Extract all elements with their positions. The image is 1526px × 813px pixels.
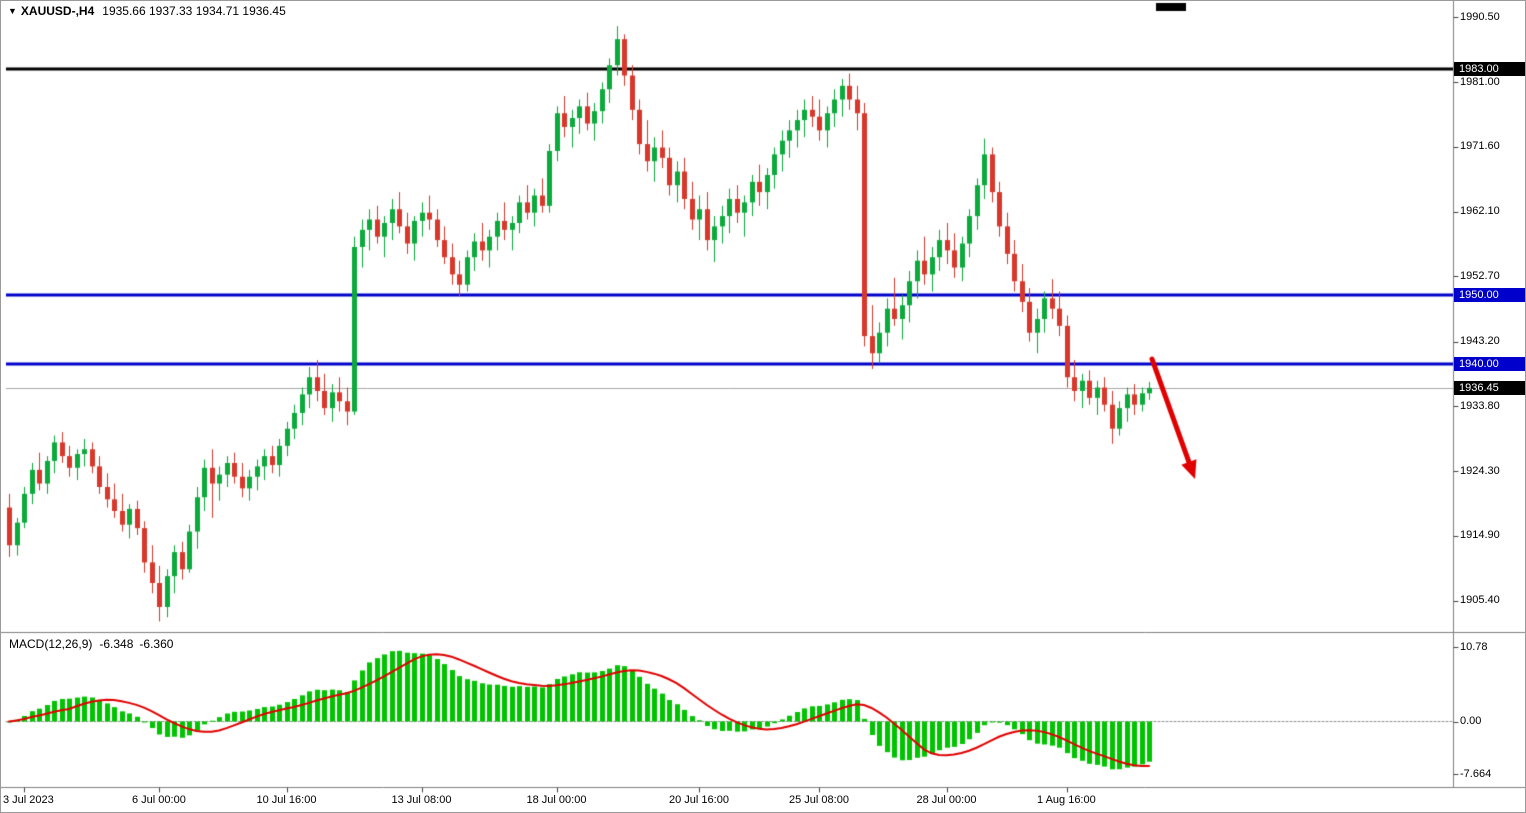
time-axis-label: 18 Jul 00:00 [526,794,587,806]
price-axis-label: 1952.70 [1460,269,1500,282]
time-axis-label: 28 Jul 00:00 [916,794,977,806]
macd-axis-label: 0.00 [1460,715,1482,727]
current-price-badge: 1936.45 [1454,380,1525,395]
price-axis-label: 1924.30 [1460,464,1500,477]
macd-signal-value: -6.360 [139,637,174,651]
macd-value: -6.348 [99,637,134,651]
price-axis-label: 1914.90 [1460,529,1500,542]
macd-name: MACD(12,26,9) [9,637,93,651]
time-axis-label: 3 Jul 2023 [3,794,54,806]
price-axis-label: 1933.80 [1460,399,1500,412]
price-level-badge: 1950.00 [1454,287,1525,302]
ohlc-values: 1935.66 1937.33 1934.71 1936.45 [102,4,286,18]
time-axis-label: 25 Jul 08:00 [789,794,849,806]
macd-axis-label: -7.664 [1460,767,1492,780]
price-level-badge: 1983.00 [1454,61,1525,76]
time-axis-label: 20 Jul 16:00 [669,794,729,806]
time-axis-label: 13 Jul 08:00 [391,794,452,806]
symbol-dropdown-icon: ▼ [8,6,17,16]
price-axis-label: 1990.50 [1460,10,1500,23]
price-axis-label: 1943.20 [1460,335,1500,348]
chart-title-bar: ▼ XAUUSD-,H4 1935.66 1937.33 1934.71 1936.… [8,4,286,18]
macd-axis-label: 10.78 [1460,640,1488,653]
symbol-timeframe-label: XAUUSD-,H4 [20,4,95,18]
time-axis-label: 1 Aug 16:00 [1037,794,1096,806]
price-level-badge: 1940.00 [1454,356,1525,371]
macd-indicator-label: MACD(12,26,9) -6.348 -6.360 [9,637,173,651]
time-axis-label: 10 Jul 16:00 [256,794,317,806]
price-axis-label: 1962.10 [1460,205,1500,218]
price-axis-label: 1971.60 [1460,140,1500,153]
price-axis-label: 1905.40 [1460,594,1500,607]
price-axis-label: 1981.00 [1460,75,1500,88]
time-axis-label: 6 Jul 00:00 [132,794,186,806]
